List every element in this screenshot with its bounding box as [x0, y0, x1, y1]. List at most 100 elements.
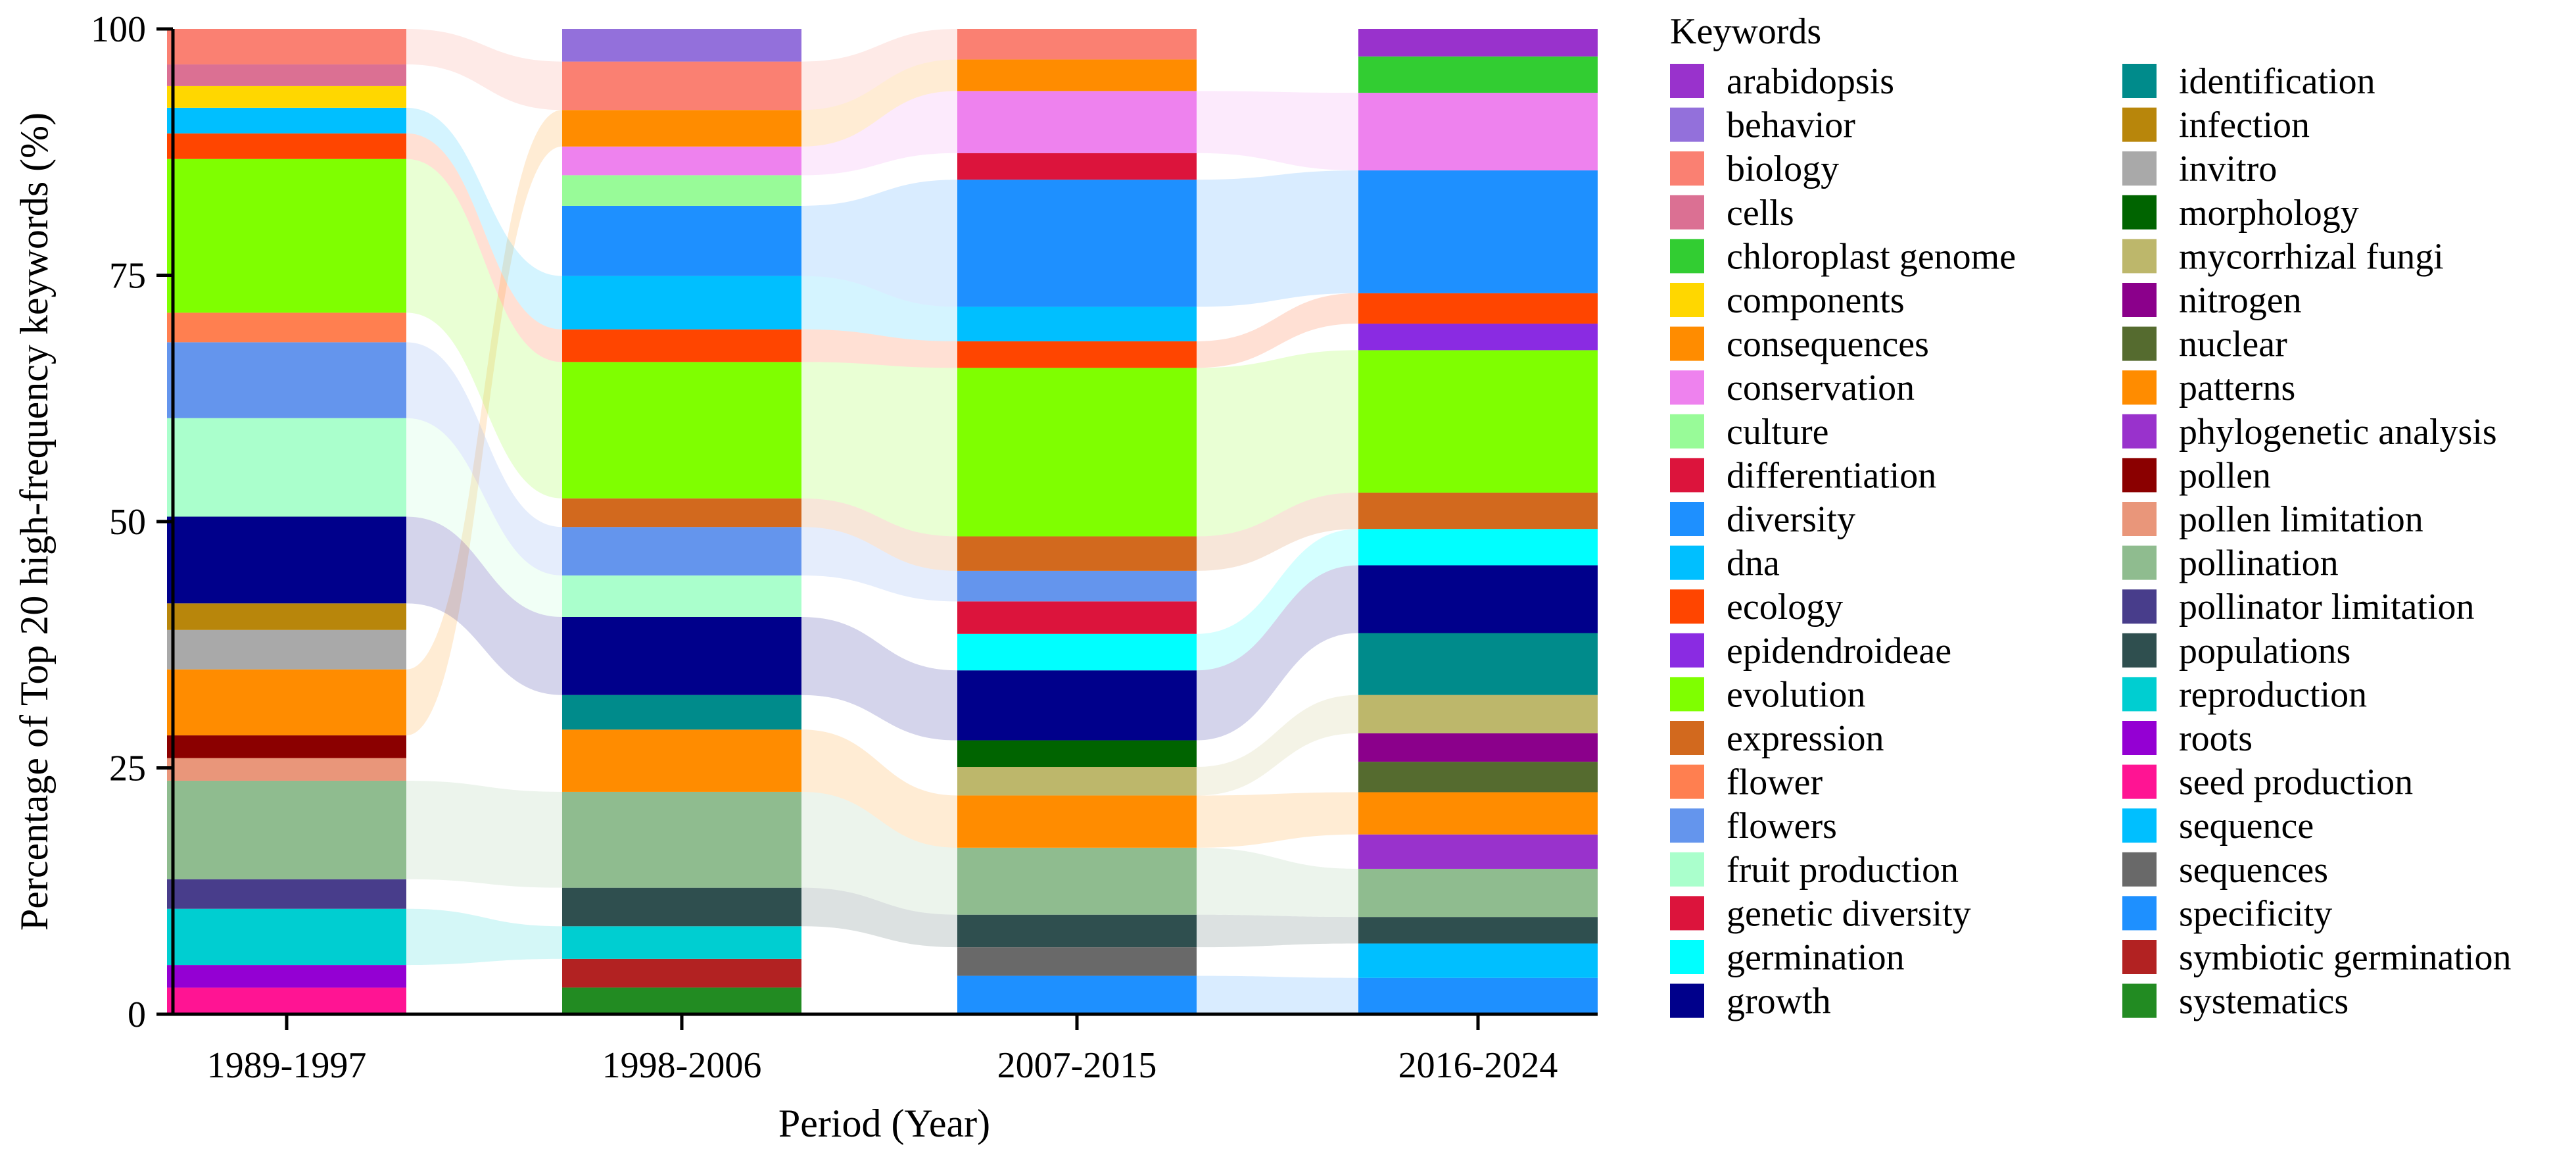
flow-specificity-2 [1197, 975, 1358, 1014]
legend-swatch [2122, 458, 2157, 493]
flow-dna-0 [406, 107, 562, 330]
bar-segment-flower [167, 312, 406, 343]
legend-item: nitrogen [2122, 280, 2302, 321]
legend-item: sequence [2122, 806, 2314, 846]
legend-item: genetic diversity [1670, 893, 1971, 934]
x-tick-label: 1998-2006 [602, 1045, 762, 1086]
legend-label: culture [1727, 412, 1828, 453]
flow-biology-1 [801, 29, 957, 110]
legend-label: fruit production [1727, 850, 1959, 891]
flow-growth-1 [801, 616, 957, 741]
legend-swatch [2122, 764, 2157, 799]
flow-patterns-1 [801, 729, 957, 848]
bar-segment-growth [562, 616, 801, 695]
bar-segment-biology [957, 29, 1197, 60]
flow-diversity-1 [801, 180, 957, 307]
legend-label: arabidopsis [1727, 61, 1894, 102]
bar-segment-sequence [1358, 943, 1598, 978]
legend-label: specificity [2179, 893, 2332, 934]
bar-segment-consequences [167, 669, 406, 736]
x-axis-title: Period (Year) [778, 1102, 990, 1145]
x-tick-label: 1989-1997 [207, 1045, 367, 1086]
legend-swatch [2122, 326, 2157, 361]
bar-segment-evolution [562, 362, 801, 499]
bar-segment-growth [957, 670, 1197, 741]
legend-swatch [2122, 502, 2157, 536]
legend-label: biology [1727, 149, 1839, 189]
bar-segment-behavior [562, 29, 801, 62]
bar-segment-biology [562, 61, 801, 110]
legend-item: culture [1670, 412, 1828, 453]
bar-segment-pollen-limitation [167, 758, 406, 781]
bar-segment-diversity [957, 180, 1197, 307]
legend-label: diversity [1727, 499, 1855, 540]
legend-swatch [2122, 414, 2157, 449]
bar-segment-conservation [1358, 93, 1598, 171]
y-axis-title: Percentage of Top 20 high-frequency keyw… [12, 112, 56, 931]
legend-swatch [1670, 64, 1704, 98]
legend-label: behavior [1727, 105, 1855, 146]
legend-label: flowers [1727, 806, 1837, 846]
legend-swatch [2122, 808, 2157, 843]
flow-flowers-1 [801, 527, 957, 602]
bar-segment-specificity [957, 975, 1197, 1014]
bar-segment-nitrogen [1358, 733, 1598, 762]
bar-segment-differentiation [957, 153, 1197, 180]
bar-segment-infection [167, 603, 406, 630]
legend-item: fruit production [1670, 850, 1959, 891]
legend-item: phylogenetic analysis [2122, 412, 2497, 453]
flow-pollination-0 [406, 780, 562, 888]
legend-item: symbiotic germination [2122, 937, 2511, 978]
y-tick-label: 75 [109, 256, 146, 297]
bar-segment-reproduction [167, 908, 406, 966]
bar-segment-patterns [1358, 792, 1598, 835]
legend-label: morphology [2179, 193, 2359, 233]
bar-segment-pollination [167, 780, 406, 879]
legend-label: chloroplast genome [1727, 236, 2016, 277]
bar-segment-components [167, 86, 406, 108]
bar-segment-germination [957, 633, 1197, 671]
legend-label: differentiation [1727, 455, 1936, 496]
legend-swatch [2122, 633, 2157, 668]
flow-populations-2 [1197, 914, 1358, 948]
legend-swatch [1670, 677, 1704, 712]
legend-item: pollen [2122, 455, 2271, 496]
legend-item: patterns [2122, 368, 2295, 408]
legend-swatch [2122, 107, 2157, 142]
legend-label: nitrogen [2179, 280, 2302, 321]
bar-segment-dna [562, 276, 801, 330]
legend-swatch [1670, 589, 1704, 624]
legend-label: symbiotic germination [2179, 937, 2511, 978]
legend-item: flowers [1670, 806, 1837, 846]
bar-segment-patterns [562, 729, 801, 792]
bar-segment-morphology [957, 740, 1197, 768]
flow-pollination-2 [1197, 847, 1358, 918]
x-ticks: 1989-1997 1998-2006 2007-2015 2016-2024 [207, 1014, 1558, 1086]
legend-label: reproduction [2179, 674, 2367, 715]
legend-title: Keywords [1670, 11, 1821, 52]
legend-swatch [1670, 764, 1704, 799]
legend-label: flower [1727, 762, 1823, 803]
legend-item: biology [1670, 149, 1839, 189]
flow-fruit-production-0 [406, 418, 562, 617]
legend-swatch [1670, 151, 1704, 186]
legend-swatch [2122, 852, 2157, 887]
legend-label: cells [1727, 193, 1794, 233]
legend-item: sequences [2122, 850, 2328, 891]
legend-item: arabidopsis [1670, 61, 1894, 102]
flow-conservation-2 [1197, 91, 1358, 171]
legend-label: evolution [1727, 674, 1866, 715]
bar-segment-invitro [167, 629, 406, 670]
bar-segment-ecology [167, 133, 406, 159]
bar-segment-mycorrhizal-fungi [957, 767, 1197, 796]
legend-item: differentiation [1670, 455, 1936, 496]
legend-swatch [1670, 896, 1704, 931]
legend-item: pollination [2122, 543, 2339, 584]
legend-label: consequences [1727, 324, 1929, 365]
bar-segment-patterns [957, 795, 1197, 848]
legend-swatch [2122, 940, 2157, 974]
legend-item: evolution [1670, 674, 1866, 715]
bar-segment-consequences [562, 110, 801, 147]
legend-label: genetic diversity [1727, 893, 1971, 934]
